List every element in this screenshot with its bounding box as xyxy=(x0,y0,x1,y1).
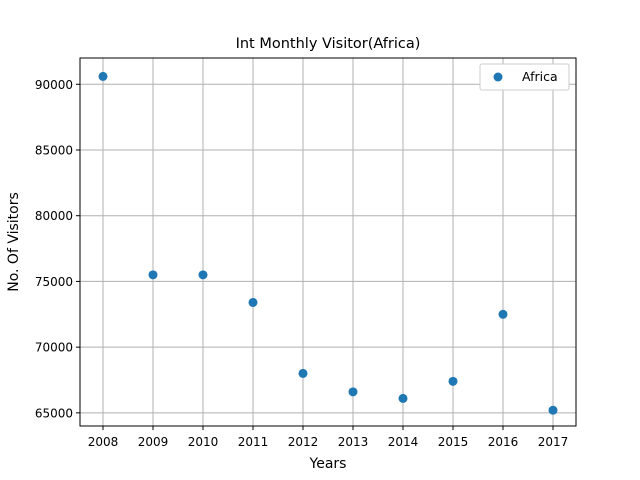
x-tick-label: 2013 xyxy=(338,435,369,449)
data-point xyxy=(448,376,458,386)
data-point xyxy=(548,405,558,415)
x-tick-label: 2012 xyxy=(288,435,319,449)
grid xyxy=(80,58,576,426)
legend-box xyxy=(479,63,570,91)
x-axis-label: Years xyxy=(309,456,347,472)
x-tick-label: 2009 xyxy=(138,435,169,449)
legend-label: Africa xyxy=(522,69,558,84)
data-point xyxy=(298,368,308,378)
x-tick-label: 2017 xyxy=(538,435,569,449)
y-axis: 65000 70000 75000 80000 85000 90000 xyxy=(35,78,80,420)
x-tick-label: 2016 xyxy=(488,435,519,449)
legend: Africa xyxy=(479,63,570,91)
data-points xyxy=(98,71,558,415)
data-point xyxy=(148,270,158,280)
x-tick-label: 2011 xyxy=(238,435,269,449)
x-tick-label: 2008 xyxy=(88,435,119,449)
data-point xyxy=(398,393,408,403)
y-tick-label: 65000 xyxy=(35,406,73,420)
x-tick-label: 2014 xyxy=(388,435,419,449)
data-point xyxy=(198,270,208,280)
data-point xyxy=(348,387,358,397)
data-point xyxy=(248,297,258,307)
x-tick-label: 2010 xyxy=(188,435,219,449)
y-axis-label: No. Of Visitors xyxy=(6,192,22,292)
y-tick-label: 75000 xyxy=(35,275,73,289)
x-axis: 2008 2009 2010 2011 2012 2013 2014 2015 2016 2017 xyxy=(88,426,569,449)
legend-marker xyxy=(493,72,503,82)
y-tick-label: 80000 xyxy=(35,209,73,223)
x-tick-label: 2015 xyxy=(438,435,469,449)
data-point xyxy=(98,71,108,81)
plot-frame xyxy=(79,57,577,427)
y-tick-label: 90000 xyxy=(35,78,73,92)
y-tick-label: 85000 xyxy=(35,144,73,158)
data-point xyxy=(498,309,508,319)
chart-title: Int Monthly Visitor(Africa) xyxy=(236,36,421,52)
y-tick-label: 70000 xyxy=(35,341,73,355)
